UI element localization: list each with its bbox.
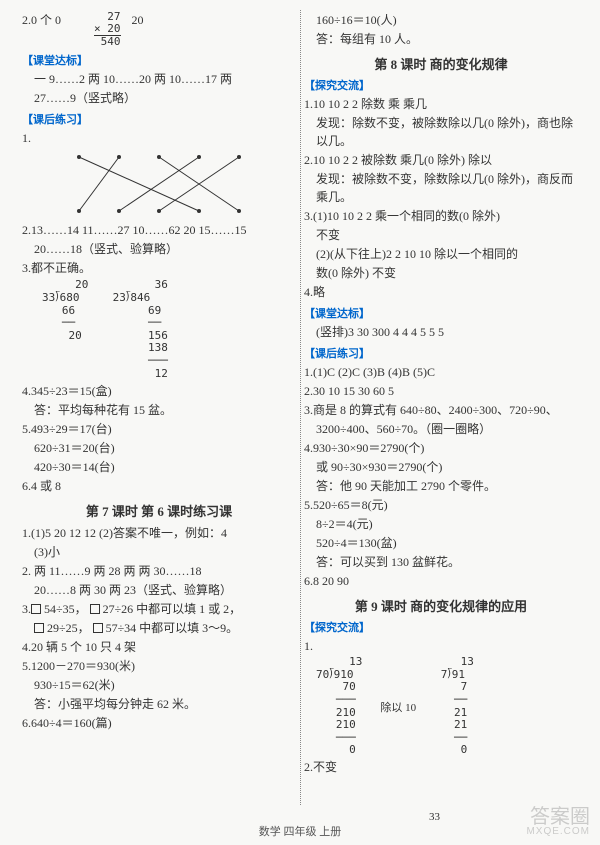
q71: 1.(1)5 20 12 12 (2)答案不唯一，例如：4 bbox=[22, 524, 296, 542]
q73-row2: 29÷25， 57÷34 中都可以填 3～9。 bbox=[22, 619, 296, 637]
sec-kh: 【课后练习】 bbox=[304, 345, 578, 361]
rk5a: 5.520÷65＝8(元) bbox=[304, 496, 578, 514]
left-l2: 27……9（竖式略） bbox=[22, 89, 296, 107]
page-footer: 数学 四年级 上册 bbox=[0, 823, 600, 839]
sec-classroom-left: 【课堂达标】 bbox=[22, 52, 296, 68]
q2-suffix: 20 bbox=[132, 13, 144, 27]
watermark-big: 答案圈 bbox=[526, 807, 590, 827]
r1a: 1.10 10 2 2 除数 乘 乘几 bbox=[304, 95, 578, 113]
rk3b: 3200÷400、560÷70。（圈一圈略） bbox=[304, 420, 578, 438]
sec-tj: 【探究交流】 bbox=[304, 77, 578, 93]
left-p4b: 答：平均每种花有 15 盆。 bbox=[22, 401, 296, 419]
r2a: 2.10 10 2 2 被除数 乘几(0 除外) 除以 bbox=[304, 151, 578, 169]
q73b: 27÷26 中都可以填 1 或 2， bbox=[103, 602, 242, 616]
rk2: 2.30 10 15 30 60 5 bbox=[304, 382, 578, 400]
div-left: 13 70⟌910 70 ─── 210 210 ─── 0 bbox=[316, 656, 362, 757]
q2-mult: 27 × 20 540 bbox=[94, 11, 121, 48]
r0b: 答：每组有 10 人。 bbox=[304, 30, 578, 48]
sec-afterclass-left: 【课后练习】 bbox=[22, 111, 296, 127]
page-number: 33 bbox=[429, 811, 440, 823]
lesson7-title: 第 7 课时 第 6 课时练习课 bbox=[22, 501, 296, 520]
r3a: 3.(1)10 10 2 2 乘一个相同的数(0 除外) bbox=[304, 207, 578, 225]
column-divider bbox=[300, 10, 301, 805]
lesson8-title: 第 8 课时 商的变化规律 bbox=[304, 54, 578, 73]
longdiv-1: 20 36 33⟌680 23⟌846 66 69 ── ── 20 156 1… bbox=[42, 279, 296, 380]
lesson9-title: 第 9 课时 商的变化规律的应用 bbox=[304, 596, 578, 615]
rk6: 6.8 20 90 bbox=[304, 572, 578, 590]
r3d: 数(0 除外) 不变 bbox=[304, 264, 578, 282]
q75a: 5.1200－270＝930(米) bbox=[22, 657, 296, 675]
q72a: 2. 两 11……9 两 28 两 两 30……18 bbox=[22, 562, 296, 580]
box-icon bbox=[90, 604, 100, 614]
rk5b: 8÷2＝4(元) bbox=[304, 515, 578, 533]
r2b: 发现：被除数不变，除数除以几(0 除外)，商反而乘几。 bbox=[304, 170, 578, 206]
div-right: 13 7⟌91 7 ── 21 21 ── 0 bbox=[434, 656, 474, 757]
q75c: 答：小强平均每分钟走 62 米。 bbox=[22, 695, 296, 713]
matching-diagram bbox=[59, 149, 259, 219]
q73d: 57÷34 中都可以填 3～9。 bbox=[106, 621, 239, 635]
sec-kd: 【课堂达标】 bbox=[304, 305, 578, 321]
r92: 2.不变 bbox=[304, 758, 578, 776]
r0a: 160÷16＝10(人) bbox=[304, 11, 578, 29]
q2-row: 2.0 个 0 27 × 20 540 20 bbox=[22, 11, 296, 48]
box-icon bbox=[93, 623, 103, 633]
r1b: 发现：除数不变，被除数除以几(0 除外)，商也除以几。 bbox=[304, 114, 578, 150]
mult-top: 27 bbox=[107, 10, 120, 23]
left-p6: 6.4 或 8 bbox=[22, 477, 296, 495]
rk5c: 520÷4＝130(盆) bbox=[304, 534, 578, 552]
rk1: 1.(1)C (2)C (3)B (4)B (5)C bbox=[304, 363, 578, 381]
right-column: 160÷16＝10(人) 答：每组有 10 人。 第 8 课时 商的变化规律 【… bbox=[300, 10, 582, 815]
r4: 4.略 bbox=[304, 283, 578, 301]
q72b: 20……8 两 30 两 23（竖式、验算略） bbox=[22, 581, 296, 599]
r3b: 不变 bbox=[304, 226, 578, 244]
left-p5b: 620÷31＝20(台) bbox=[22, 439, 296, 457]
left-p3: 3.都不正确。 bbox=[22, 259, 296, 277]
q71b: (3)小 bbox=[22, 543, 296, 561]
rk4c: 答：他 90 天能加工 2790 个零件。 bbox=[304, 477, 578, 495]
box-icon bbox=[31, 604, 41, 614]
div-pair: 13 70⟌910 70 ─── 210 210 ─── 0 除以 10 13 … bbox=[304, 656, 578, 757]
q73a: 54÷35， bbox=[44, 602, 87, 616]
mult-bot: 540 bbox=[101, 35, 121, 48]
left-column: 2.0 个 0 27 × 20 540 20 【课堂达标】 一 9……2 两 1… bbox=[18, 10, 300, 815]
sec-tj2: 【探究交流】 bbox=[304, 619, 578, 635]
left-p2b: 20……18（竖式、验算略） bbox=[22, 240, 296, 258]
left-p2: 2.13……14 11……27 10……62 20 15……15 bbox=[22, 221, 296, 239]
q73-row1: 3. 54÷35， 27÷26 中都可以填 1 或 2， bbox=[22, 600, 296, 618]
left-p5a: 5.493÷29＝17(台) bbox=[22, 420, 296, 438]
q73c: 29÷25， bbox=[47, 621, 90, 635]
q76: 6.640÷4＝160(篇) bbox=[22, 714, 296, 732]
left-p5c: 420÷30＝14(台) bbox=[22, 458, 296, 476]
watermark: 答案圈 MXQE.COM bbox=[526, 807, 590, 837]
rk4a: 4.930÷30×90＝2790(个) bbox=[304, 439, 578, 457]
q2-prefix: 2.0 个 0 bbox=[22, 13, 61, 27]
rk3a: 3.商是 8 的算式有 640÷80、2400÷300、720÷90、 bbox=[304, 401, 578, 419]
left-p1: 1. bbox=[22, 129, 296, 147]
q74: 4.20 辆 5 个 10 只 4 架 bbox=[22, 638, 296, 656]
rk5d: 答：可以买到 130 盆鲜花。 bbox=[304, 553, 578, 571]
rk4b: 或 90÷30×930＝2790(个) bbox=[304, 458, 578, 476]
left-l1: 一 9……2 两 10……20 两 10……17 两 bbox=[22, 70, 296, 88]
q75b: 930÷15＝62(米) bbox=[22, 676, 296, 694]
box-icon bbox=[34, 623, 44, 633]
r3c: (2)(从下往上)2 2 10 10 除以一个相同的 bbox=[304, 245, 578, 263]
rkd: (竖排)3 30 300 4 4 4 5 5 5 bbox=[304, 323, 578, 341]
r91: 1. bbox=[304, 637, 578, 655]
mult-mid: × 20 bbox=[94, 22, 121, 35]
div-mid: 除以 10 bbox=[380, 699, 416, 715]
watermark-small: MXQE.COM bbox=[526, 827, 590, 837]
left-p4a: 4.345÷23＝15(盒) bbox=[22, 382, 296, 400]
